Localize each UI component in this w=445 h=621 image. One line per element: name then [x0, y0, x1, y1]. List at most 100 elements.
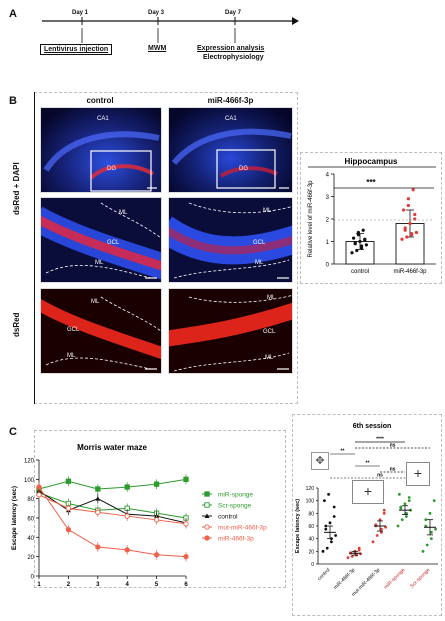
data-point — [330, 540, 333, 544]
data-marker — [204, 491, 210, 497]
add-comment-button-2[interactable]: + — [352, 480, 384, 504]
data-point — [361, 228, 365, 232]
data-point — [411, 188, 415, 192]
data-point — [327, 492, 330, 496]
data-point — [324, 524, 328, 528]
data-marker — [153, 481, 160, 487]
chart-title: Hippocampus — [345, 157, 398, 166]
y-tick-label: 3 — [326, 195, 330, 201]
data-point — [378, 518, 382, 522]
data-point — [363, 237, 367, 241]
label-gcl-control: GCL — [107, 240, 120, 246]
data-point — [374, 523, 378, 527]
significance-label: **** — [376, 437, 384, 443]
data-point — [375, 534, 379, 537]
y-tick-label: 120 — [24, 459, 35, 465]
series-line — [38, 494, 187, 525]
row-label-dsred: dsRed — [12, 312, 21, 337]
column-title-control: control — [86, 96, 114, 105]
timeline-step-lentivirus: Lentivirus injection — [40, 44, 113, 55]
timeline-step-electrophysiology: Electrophysiology — [203, 54, 264, 61]
legend-label: miR-sponge — [218, 492, 253, 499]
x-tick-label: 2 — [67, 582, 71, 588]
label-ml-dsred-treatment-top: ML — [267, 295, 276, 301]
label-ml-dsred-control-top: ML — [91, 299, 100, 305]
data-point — [396, 524, 400, 528]
x-tick-label: 4 — [126, 582, 130, 588]
data-marker — [204, 502, 210, 508]
data-point — [324, 527, 328, 531]
data-marker — [124, 513, 130, 519]
micrograph-treatment-overview: CA1 DG — [168, 107, 293, 193]
data-point — [382, 508, 386, 512]
y-tick-label: 20 — [308, 549, 314, 555]
series-line — [38, 478, 187, 490]
data-marker — [95, 544, 101, 550]
data-point — [425, 543, 429, 547]
panel-b-letter: B — [9, 95, 17, 107]
sixth-session-scatter-chart: 6th session 0 20 40 60 80 100 120 Escape latency… — [295, 423, 438, 598]
data-marker — [36, 492, 42, 498]
data-point — [371, 540, 375, 544]
data-marker — [65, 526, 72, 533]
y-tick-label: 0 — [31, 575, 35, 581]
timeline-step-expression: Expression analysis — [197, 45, 265, 52]
data-marker — [65, 478, 72, 484]
x-tick-label: miR-466f-3p — [393, 269, 427, 275]
legend-label: mut-miR-466f-3p — [218, 525, 267, 532]
data-point — [325, 546, 329, 550]
x-tick-label: control — [351, 269, 369, 275]
data-point — [434, 527, 437, 531]
data-point — [398, 492, 401, 496]
data-point — [399, 505, 403, 509]
data-marker — [204, 535, 210, 541]
y-tick-label: 0 — [311, 562, 314, 568]
add-comment-button[interactable]: + — [406, 462, 430, 486]
label-ml-control-bottom: ML — [95, 260, 104, 266]
panel-a-letter: A — [9, 8, 17, 20]
hippocampus-bar-chart: Hippocampus 0 1 2 3 4 Relative level of miR-46… — [308, 157, 436, 275]
data-marker — [65, 505, 72, 511]
row-label-dsred-dapi: dsRed + DAPI — [12, 162, 21, 215]
panel-b-divider — [34, 92, 35, 404]
data-point — [424, 524, 428, 528]
data-point — [430, 530, 433, 534]
label-ml-dsred-control-bottom: ML — [67, 353, 76, 359]
column-title-mir466f: miR-466f-3p — [207, 96, 254, 105]
move-handle-icon[interactable]: ✥ — [311, 452, 329, 470]
data-point — [328, 521, 332, 525]
y-tick-label: 100 — [24, 478, 35, 484]
timeline-day-3: Day 3 — [148, 10, 165, 16]
x-tick-label: miR-sponge — [383, 567, 406, 590]
y-tick-label: 1 — [326, 240, 330, 246]
data-point — [356, 230, 360, 235]
y-tick-label: 80 — [308, 511, 314, 517]
data-point — [413, 212, 417, 217]
data-marker — [36, 484, 42, 490]
timeline-arrow — [42, 17, 299, 25]
data-point — [360, 244, 364, 248]
chart-title: 6th session — [353, 423, 392, 430]
y-axis-label: Escape latency (sec) — [11, 486, 18, 550]
y-tick-label: 20 — [27, 555, 34, 561]
label-ml-dsred-treatment-bottom: ML — [265, 355, 274, 361]
y-tick-label: 4 — [326, 173, 330, 179]
data-marker — [153, 552, 160, 558]
legend-label: miR-466f-3p — [218, 536, 254, 543]
data-point — [403, 228, 407, 232]
data-point — [355, 248, 359, 253]
data-point — [402, 208, 406, 212]
data-point — [350, 555, 354, 558]
data-marker — [204, 524, 210, 530]
x-tick-label: 6 — [184, 582, 188, 588]
data-marker — [204, 513, 210, 518]
data-point — [430, 537, 433, 541]
data-point — [414, 230, 418, 235]
data-point — [360, 246, 364, 250]
y-tick-label: 2 — [326, 218, 330, 224]
data-marker — [183, 476, 189, 482]
data-point — [421, 549, 425, 553]
data-point — [403, 226, 407, 230]
micrograph-treatment-dsred: ML GCL ML — [168, 288, 293, 374]
data-point — [407, 496, 411, 499]
